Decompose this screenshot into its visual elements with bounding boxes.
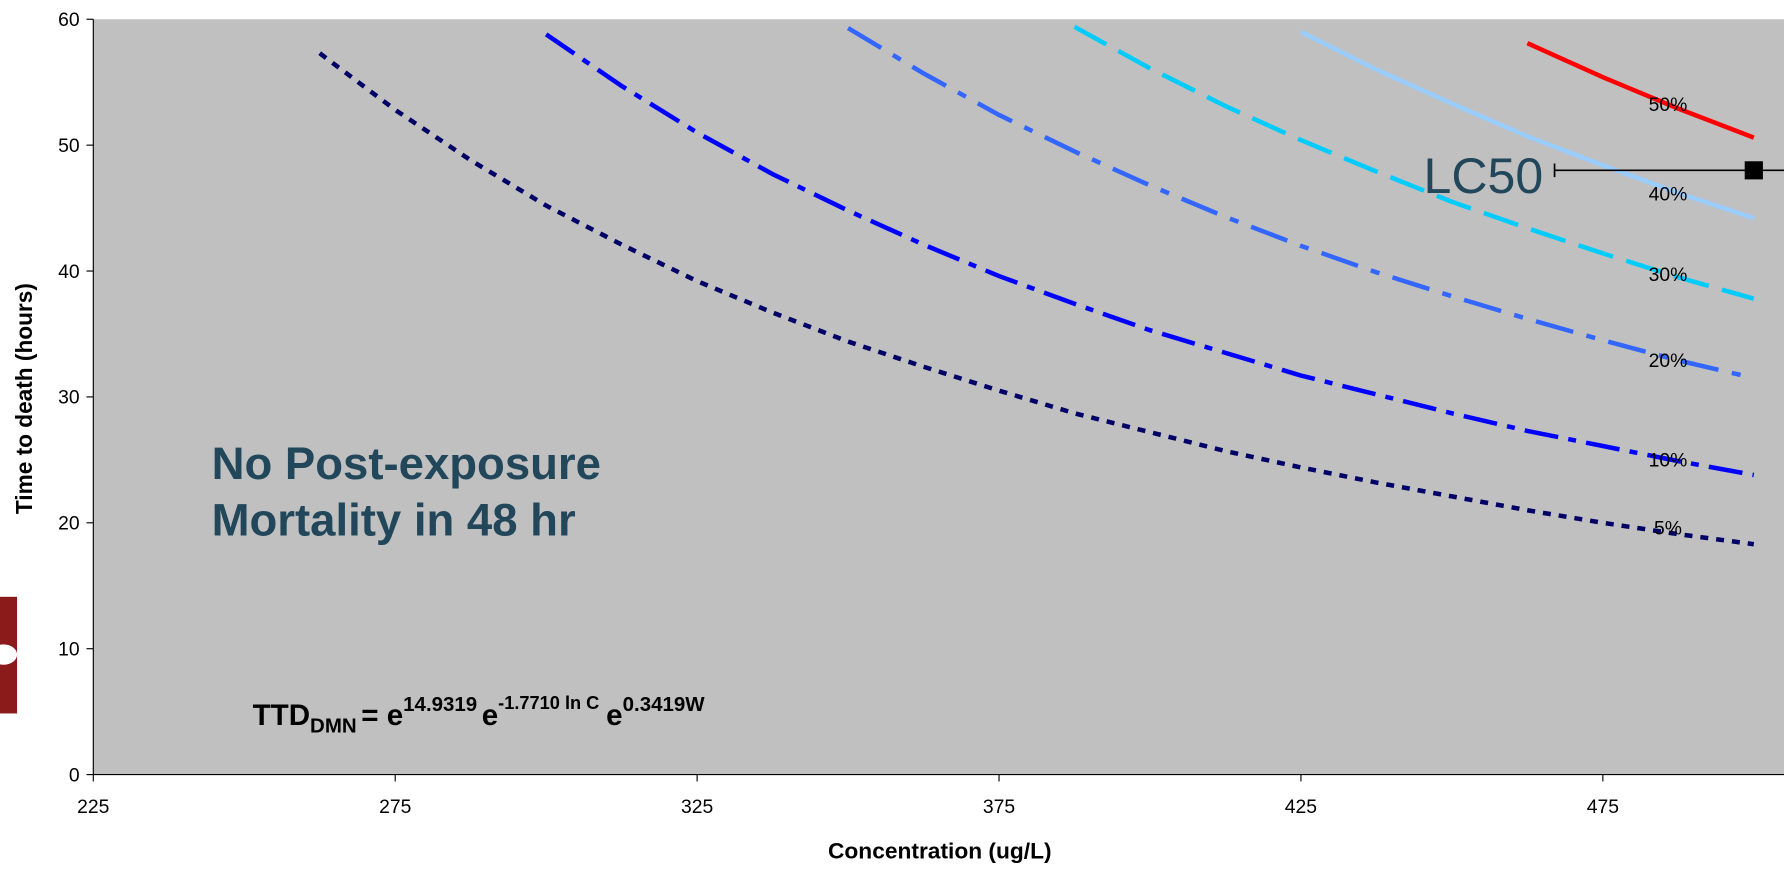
lc50-point	[1744, 161, 1763, 180]
formula-part: -1.7710 ln C	[498, 693, 599, 713]
logo-fragment	[0, 644, 18, 665]
x-tick-label: 425	[1285, 797, 1317, 818]
series-line	[846, 26, 1755, 381]
series-label: 10%	[1649, 451, 1688, 472]
series-line	[544, 32, 1755, 478]
y-axis-label: Time to death (hours)	[11, 283, 37, 514]
x-tick-label: 275	[379, 797, 411, 818]
series-line	[318, 51, 1755, 547]
y-tick-label: 50	[58, 136, 80, 157]
x-tick-label: 225	[77, 797, 109, 818]
series-label: 5%	[1654, 519, 1682, 540]
formula-part: 14.9319	[403, 694, 477, 716]
x-axis-label: Concentration (ug/L)	[828, 837, 1052, 863]
annotation: Mortality in 48 hr	[212, 495, 576, 546]
formula-part: 0.3419W	[623, 694, 706, 716]
formula-part: = e	[361, 699, 403, 732]
series-line	[1526, 41, 1755, 140]
y-tick-label: 10	[58, 640, 80, 661]
x-tick-label: 375	[983, 797, 1015, 818]
y-tick-label: 60	[58, 10, 80, 31]
series-label: 50%	[1649, 95, 1688, 116]
series-line	[1073, 24, 1755, 301]
formula-part: e	[606, 699, 622, 732]
y-tick-label: 0	[69, 765, 80, 786]
y-tick-label: 20	[58, 514, 80, 535]
plot-area	[93, 19, 1784, 775]
formula-part: DMN	[310, 716, 357, 738]
annotation: No Post-exposure	[212, 438, 601, 489]
lc50-label: LC50	[1424, 148, 1544, 204]
formula-part: TTD	[253, 699, 310, 732]
series-line	[1299, 29, 1755, 221]
series-label: 30%	[1649, 265, 1688, 286]
series-label: 40%	[1649, 184, 1688, 205]
y-tick-label: 30	[58, 388, 80, 409]
x-tick-label: 325	[681, 797, 713, 818]
x-tick-label: 475	[1587, 797, 1619, 818]
plot-layer	[318, 24, 1784, 547]
formula-part: e	[482, 699, 498, 732]
series-label: 20%	[1649, 351, 1688, 372]
y-tick-label: 40	[58, 262, 80, 283]
